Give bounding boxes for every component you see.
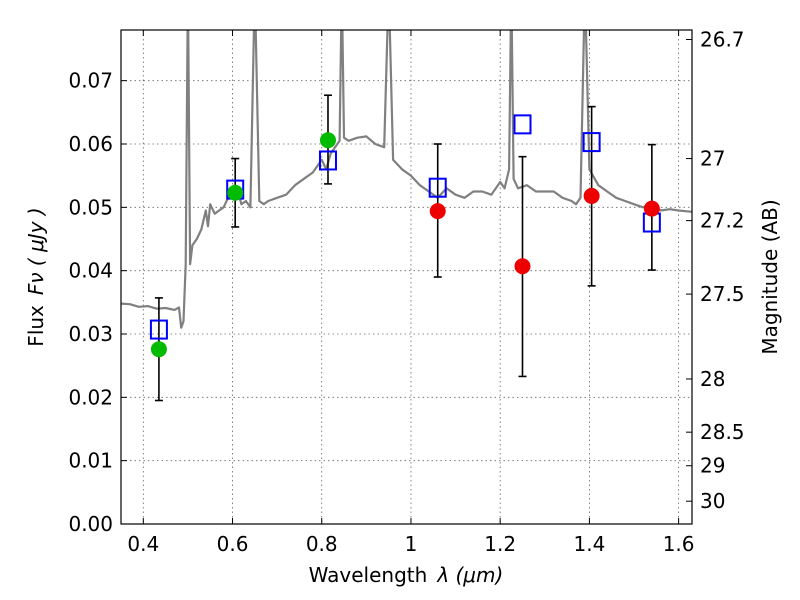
observed-circle-marker [429,203,446,220]
ticks [121,30,692,525]
y-tick-label: 0.04 [68,259,113,283]
x-tick-label: 0.6 [217,532,249,556]
observed-circle-marker [514,258,531,275]
right-tick-label: 29 [700,454,725,478]
x-tick-label: 0.4 [127,532,159,556]
right-tick-label: 27 [700,147,725,171]
x-tick-label: 0.8 [306,532,338,556]
model-square-marker [428,177,447,198]
markers [149,114,661,358]
observed-circle-marker [319,132,336,149]
model-square-marker [513,114,532,135]
right-tick-label: 27.5 [700,282,745,306]
y-axis-label: FluxFν ( μJy ) [24,207,48,346]
y-tick-label: 0.06 [68,132,113,156]
right-tick-label: 28.5 [700,420,745,444]
y-tick-label: 0.00 [68,512,113,536]
right-tick-label: 30 [700,489,725,513]
observed-circle-marker [150,341,167,358]
x-axis-label: Wavelength λ (μm) [309,563,504,587]
model-square-marker [582,132,601,153]
spectrum [121,30,692,329]
observed-circle-marker [643,200,660,217]
x-tick-label: 1.6 [663,532,695,556]
observed-circle-marker [227,184,244,201]
grid [121,30,692,525]
y-tick-label: 0.03 [68,322,113,346]
spectrum-line [121,30,692,329]
observed-circle-marker [583,187,600,204]
right-axis-label: Magnitude (AB) [758,199,782,354]
plot-frame [120,29,693,525]
y-tick-label: 0.05 [68,195,113,219]
right-tick-label: 28 [700,367,725,391]
model-square-marker [149,319,168,340]
y-tick-label: 0.07 [68,69,113,93]
tick-labels: 0.4 0.6 0.8 1 1.2 1.4 1.6 0.00 0.01 0.02 0.03 0.04 0… [68,28,744,557]
x-tick-label: 1.2 [484,532,516,556]
x-tick-label: 1 [405,532,418,556]
right-tick-label: 26.7 [700,28,745,52]
right-tick-label: 27.2 [700,209,745,233]
y-tick-label: 0.02 [68,385,113,409]
model-square-marker [318,150,337,171]
x-tick-label: 1.4 [573,532,605,556]
y-tick-label: 0.01 [68,449,113,473]
